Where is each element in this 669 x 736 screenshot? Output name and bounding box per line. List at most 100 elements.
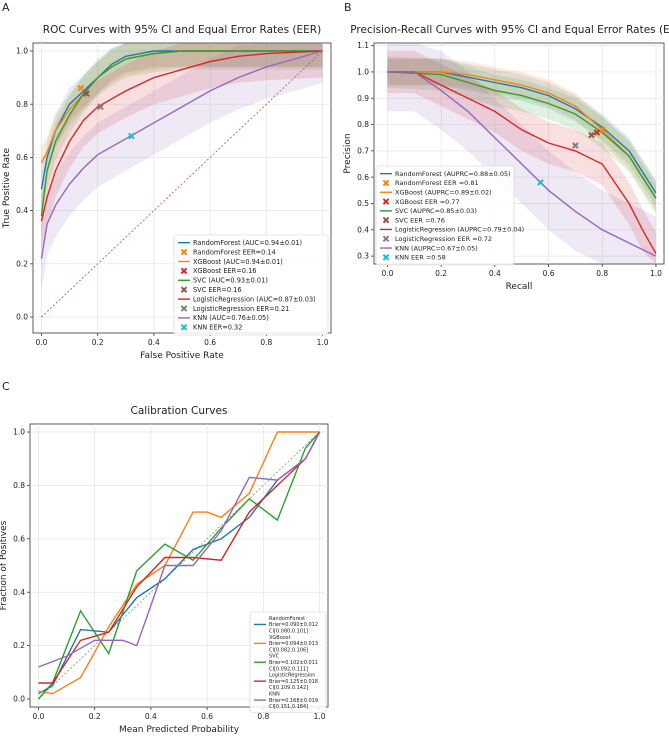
roc-ytick-label-2: 0.4 [16,206,28,215]
panel-letter-a: A [2,1,10,14]
calib-legend-label-3: LogisticRegression [269,673,315,679]
roc-legend [173,234,329,336]
roc-legend-label-6: LogisticRegression (AUC=0.87±0.03) [193,295,316,303]
calib-legend-label-1: XGBoost [269,635,290,641]
pr-legend-label-5: SVC EER =0.76 [395,216,445,224]
pr-series-randomforest [387,71,657,194]
pr-eer-marker-3 [572,142,579,149]
pr-xtick-label-4: 0.8 [596,269,608,278]
roc-legend-label-0: RandomForest (AUC=0.94±0.01) [193,239,302,247]
calib-ytick-label-0: 0.0 [13,695,25,704]
roc-series-logisticregression [40,50,323,222]
roc-chart: 0.0 0.2 0.4 0.6 0.8 1.0 0.0 0.2 0.4 0.6 0.8 1.0 ROC … [2,24,332,361]
roc-ytick-label-4: 0.8 [16,100,28,109]
pr-ytick-label-5: 0.8 [357,120,369,129]
pr-xtick-label-1: 0.2 [435,269,447,278]
roc-eer-marker-2 [83,90,90,97]
calib-legend-label-2-line-0: Brier=0.102±0.011 [269,660,318,666]
calib-xtick-label-3: 0.6 [201,712,213,721]
calib-legend-label-0-line-1: CI[0.080,0.101] [269,629,308,635]
pr-ytick-label-3: 0.6 [357,173,369,182]
calib-ytick-label-1: 0.2 [13,641,25,650]
pr-xlabel: Recall [506,282,533,292]
roc-ci-band-xgboost [41,43,323,179]
roc-ci-band-logisticregression [41,43,323,248]
pr-series-knn [387,71,657,257]
pr-legend-label-1: RandomForest EER =0.81 [395,179,479,187]
calib-legend-label-0: RandomForest [269,616,305,622]
roc-ci-band-svc [41,43,323,235]
pr-legend-swatch-3 [382,198,390,205]
pr-ytick-label-2: 0.5 [357,199,369,208]
pr-legend-label-9: KNN EER =0.58 [395,254,446,262]
roc-ytick-label-0: 0.0 [16,313,28,322]
pr-legend-label-7: LogisticRegression EER =0.72 [395,235,492,243]
roc-reference-line [41,50,323,318]
calib-legend-label-3-line-1: CI[0.109,0.142] [269,685,308,691]
pr-legend-label-2: XGBoost (AUPRC=0.89±0.02) [395,189,492,197]
calib-xtick-label-5: 1.0 [314,712,326,721]
pr-legend-swatch-9 [382,254,390,261]
pr-title: Precision-Recall Curves with 95% CI and … [350,24,669,36]
roc-legend-swatch-1 [180,248,188,256]
roc-ytick-label-3: 0.6 [16,153,28,162]
pr-ytick-label-6: 0.9 [357,94,369,103]
pr-eer-marker-0 [598,126,606,134]
calib-legend-label-1-line-1: CI[0.082,0.106] [269,647,308,653]
pr-legend-swatch-7 [382,235,390,243]
roc-xtick-label-1: 0.2 [92,338,104,347]
roc-series-knn [40,50,323,259]
roc-legend-label-2: XGBoost (AUC=0.94±0.01) [193,258,283,266]
pr-legend-label-3: XGBoost EER =0.77 [395,198,460,206]
calib-series-svc [37,431,321,700]
pr-ytick-label-0: 0.3 [357,252,369,261]
calib-ytick-label-2: 0.4 [13,588,25,597]
calib-legend-label-3-line-0: Brier=0.125±0.018 [269,679,318,685]
roc-legend-swatch-7 [180,305,188,312]
calib-xtick-label-4: 0.8 [257,712,269,721]
pr-ytick-label-8: 1.1 [357,41,369,50]
pr-eer-marker-4 [537,179,544,186]
calib-ylabel: Fraction of Positives [0,520,9,610]
calib-legend-label-2: SVC [269,654,280,660]
calib-xlabel: Mean Predicted Probability [119,725,240,735]
roc-legend-label-5: SVC EER=0.16 [193,286,242,294]
calib-legend-label-4-line-1: CI[0.151,0.184] [269,704,308,710]
calib-ytick-label-4: 0.8 [13,481,25,490]
pr-ytick-label-4: 0.7 [357,146,369,155]
roc-xtick-label-4: 0.8 [260,338,272,347]
pr-legend [375,165,515,266]
calib-legend [249,611,327,713]
calib-xtick-label-1: 0.2 [89,712,101,721]
calib-legend-label-0-line-0: Brier=0.090±0.012 [269,622,318,628]
calib-xtick-label-2: 0.4 [145,712,157,721]
calib-xtick-label-0: 0.0 [32,712,44,721]
roc-xtick-label-3: 0.6 [204,338,216,347]
calib-legend-label-4: KNN [269,692,280,698]
pr-ci-band-logisticregression [387,50,656,265]
roc-legend-label-9: KNN EER=0.32 [193,324,242,332]
roc-eer-marker-4 [128,132,135,140]
pr-series-svc [387,71,657,199]
roc-legend-swatch-3 [180,267,188,275]
roc-eer-marker-0 [77,84,85,92]
roc-xtick-label-5: 1.0 [317,338,329,347]
pr-series-logisticregression [387,71,657,254]
roc-legend-swatch-5 [180,286,188,294]
pr-xtick-label-0: 0.0 [381,269,393,278]
roc-legend-label-8: KNN (AUC=0.76±0.05) [193,314,269,322]
roc-xtick-label-2: 0.4 [148,338,160,347]
roc-ci-band-knn [41,43,323,291]
pr-xtick-label-3: 0.6 [543,269,555,278]
pr-legend-swatch-1 [382,179,390,187]
roc-ytick-label-5: 1.0 [16,47,28,56]
roc-legend-label-3: XGBoost EER=0.16 [193,267,256,275]
pr-ylabel: Precision [343,133,353,173]
roc-title: ROC Curves with 95% CI and Equal Error R… [43,24,321,36]
pr-ytick-label-1: 0.4 [357,225,369,234]
pr-legend-label-0: RandomForest (AUPRC=0.88±0.05) [395,170,511,178]
pr-legend-label-8: KNN (AUPRC=0.67±0.05) [395,244,478,252]
roc-xtick-label-0: 0.0 [35,338,47,347]
roc-legend-label-1: RandomForest EER=0.14 [193,248,276,256]
